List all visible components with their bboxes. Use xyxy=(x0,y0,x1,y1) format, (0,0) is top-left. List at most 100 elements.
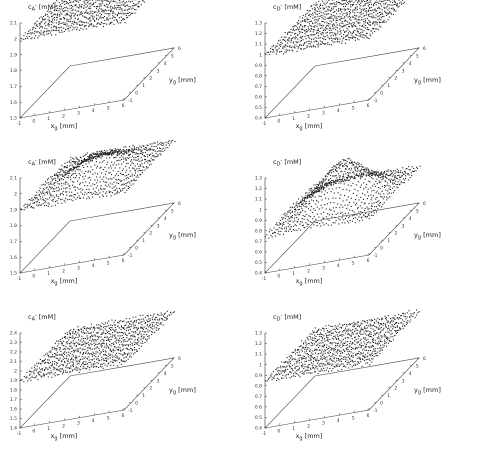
data-point xyxy=(49,32,51,34)
data-point xyxy=(88,347,90,349)
data-point xyxy=(116,2,118,4)
data-point xyxy=(336,24,338,26)
data-point xyxy=(110,8,112,10)
data-point xyxy=(132,150,134,152)
data-point xyxy=(348,39,350,41)
data-point xyxy=(114,152,116,154)
data-point xyxy=(108,333,110,335)
data-point xyxy=(155,145,157,147)
data-point xyxy=(393,174,395,176)
data-point xyxy=(77,342,79,344)
data-point xyxy=(381,185,383,187)
data-point xyxy=(302,44,304,46)
data-point xyxy=(292,42,294,44)
data-point xyxy=(53,174,55,176)
data-point xyxy=(47,177,49,179)
data-point xyxy=(79,183,81,185)
data-point xyxy=(157,313,159,315)
data-point xyxy=(107,19,109,21)
data-point xyxy=(47,359,49,361)
data-point xyxy=(49,367,51,369)
data-point xyxy=(374,171,376,173)
data-point xyxy=(359,7,361,9)
data-point xyxy=(61,373,63,375)
data-point xyxy=(290,28,292,30)
data-point xyxy=(57,171,59,173)
data-point xyxy=(85,363,87,365)
data-point xyxy=(373,3,375,5)
data-point xyxy=(388,192,390,194)
data-point xyxy=(85,28,87,30)
data-point xyxy=(134,148,136,150)
data-point xyxy=(86,327,88,329)
data-point xyxy=(320,33,322,35)
data-point xyxy=(109,354,111,356)
data-point xyxy=(40,34,42,36)
data-point xyxy=(100,363,102,365)
data-point xyxy=(361,216,363,218)
data-point xyxy=(382,173,384,175)
data-point xyxy=(334,11,336,13)
data-point xyxy=(94,334,96,336)
data-point xyxy=(102,358,104,360)
data-point xyxy=(119,347,121,349)
data-point xyxy=(40,26,42,28)
data-point xyxy=(311,221,313,223)
data-point xyxy=(373,189,375,191)
data-point xyxy=(71,10,73,12)
data-point xyxy=(110,333,112,335)
data-point xyxy=(55,9,57,11)
data-point xyxy=(272,232,274,234)
data-point xyxy=(36,197,38,199)
data-point xyxy=(342,22,344,24)
data-point xyxy=(153,149,155,151)
data-point xyxy=(95,153,97,155)
data-point xyxy=(314,22,316,24)
data-point xyxy=(78,348,80,350)
data-point xyxy=(285,220,287,222)
data-point xyxy=(104,12,106,14)
y-tick-label: 5 xyxy=(171,208,174,214)
data-point xyxy=(73,173,75,175)
data-point xyxy=(52,354,54,356)
data-point xyxy=(105,153,107,155)
data-point xyxy=(339,180,341,182)
base-plane xyxy=(264,47,420,119)
x-tick-label: -1 xyxy=(262,276,267,282)
data-point xyxy=(361,29,363,31)
data-point xyxy=(328,198,330,200)
data-point xyxy=(61,368,63,370)
data-point xyxy=(100,185,102,187)
data-point xyxy=(324,4,326,6)
data-point xyxy=(137,333,139,335)
data-point xyxy=(328,171,330,173)
data-point xyxy=(74,172,76,174)
data-point xyxy=(282,53,284,55)
data-point xyxy=(313,192,315,194)
data-point xyxy=(68,368,70,370)
data-point xyxy=(37,31,39,33)
data-point xyxy=(38,194,40,196)
data-point xyxy=(309,10,311,12)
data-point xyxy=(82,24,84,26)
data-point xyxy=(325,32,327,34)
data-point xyxy=(47,19,49,21)
data-point xyxy=(352,171,354,173)
data-point xyxy=(309,40,311,42)
data-point xyxy=(342,14,344,16)
data-point xyxy=(132,148,134,150)
data-point xyxy=(91,153,93,155)
data-point xyxy=(269,51,271,53)
data-point xyxy=(289,212,291,214)
data-point xyxy=(298,20,300,22)
data-point xyxy=(133,178,135,180)
data-point xyxy=(113,16,115,18)
data-point xyxy=(364,178,366,180)
data-point xyxy=(99,167,101,169)
x-tick-label: 0 xyxy=(32,273,35,279)
data-point xyxy=(392,183,394,185)
data-point xyxy=(109,349,111,351)
data-point xyxy=(334,15,336,17)
data-point xyxy=(273,232,275,234)
data-point xyxy=(82,162,84,164)
